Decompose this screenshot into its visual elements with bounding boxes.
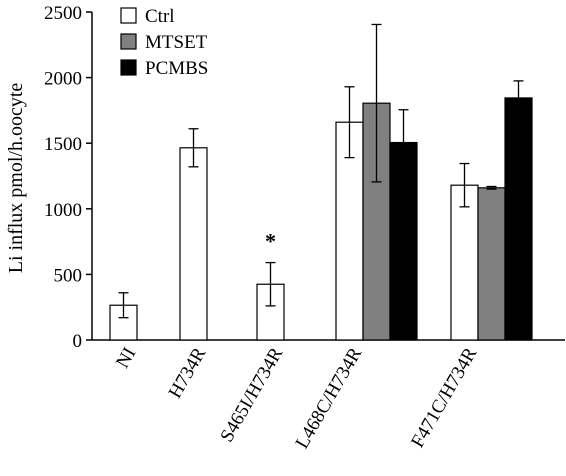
significance-asterisk: * [265, 229, 276, 254]
legend-swatch-pcmbs [120, 59, 137, 76]
bar-ctrl-4 [450, 184, 479, 341]
x-tick-label: S465I/H734R [216, 344, 287, 446]
x-axis: NI H734R S465I/H734R L468C/H734R F471C/H734R [92, 339, 565, 453]
legend: Ctrl MTSET PCMBS [120, 6, 208, 79]
annotations: * [265, 229, 276, 254]
x-tick-label: L468C/H734R [292, 344, 367, 453]
y-tick-label: 500 [54, 265, 83, 286]
bars [109, 97, 533, 341]
y-axis-label: Li influx pmol/h.oocyte [5, 83, 27, 274]
y-tick-label: 2500 [44, 3, 82, 24]
x-tick-label: NI [112, 344, 140, 372]
legend-swatch-mtset [120, 33, 137, 50]
x-tick-label: F471C/H734R [407, 344, 481, 452]
bar-ctrl-1 [179, 147, 208, 341]
y-tick-label: 0 [73, 331, 83, 352]
y-tick-label: 1500 [44, 134, 82, 155]
x-tick-label: H734R [165, 344, 211, 402]
legend-label: Ctrl [145, 6, 175, 27]
bar-mtset-4 [477, 187, 506, 341]
legend-label: PCMBS [145, 58, 208, 79]
y-tick-label: 2000 [44, 69, 82, 90]
error-bars [118, 23, 524, 319]
y-tick-label: 1000 [44, 200, 82, 221]
bar-pcmbs-4 [504, 97, 533, 341]
legend-label: MTSET [145, 32, 208, 53]
y-axis: 0 500 1000 1500 2000 2500 [44, 3, 93, 352]
legend-swatch-ctrl [120, 7, 137, 24]
